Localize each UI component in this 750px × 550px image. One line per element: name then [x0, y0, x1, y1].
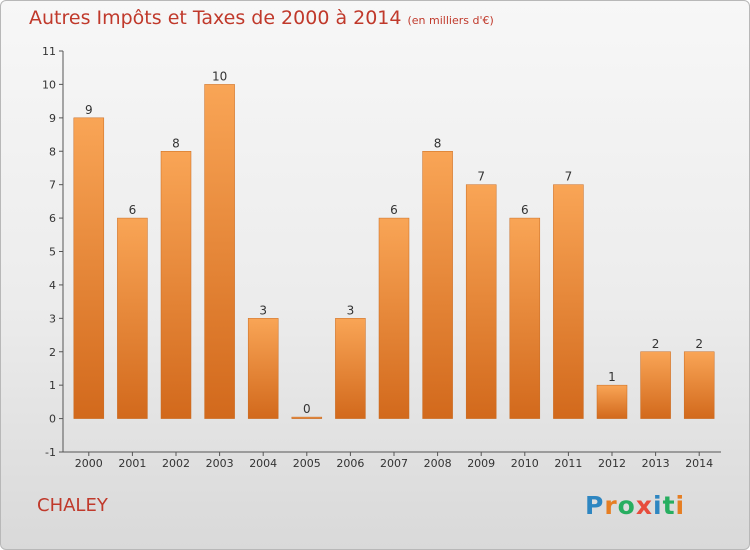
bar-value-label: 0: [303, 402, 311, 416]
bar-value-label: 10: [212, 69, 227, 83]
bar: [291, 416, 323, 419]
bar-value-label: 1: [608, 370, 616, 384]
bar: [160, 151, 192, 419]
x-tick-label: 2014: [685, 457, 713, 470]
logo-letter: i: [653, 491, 663, 520]
bar: [422, 151, 453, 419]
bar-value-label: 2: [695, 337, 703, 351]
y-tick-label: 3: [49, 312, 56, 325]
bar-value-label: 2: [652, 337, 660, 351]
logo-letter: P: [585, 491, 605, 520]
y-tick-label: 7: [49, 179, 56, 192]
commune-name: CHALEY: [37, 495, 108, 516]
bar-value-label: 9: [85, 103, 93, 117]
x-tick-label: 2004: [249, 457, 277, 470]
y-tick-label: 8: [49, 145, 56, 158]
bar: [683, 351, 715, 419]
bar-value-label: 6: [521, 203, 529, 217]
logo-letter: x: [635, 491, 653, 520]
bar: [204, 84, 235, 419]
x-tick-label: 2010: [511, 457, 539, 470]
bar: [553, 184, 584, 419]
x-tick-label: 2006: [336, 457, 364, 470]
bar-value-label: 8: [172, 136, 180, 150]
bar: [335, 318, 366, 419]
y-tick-label: 11: [42, 45, 56, 58]
bar-value-label: 7: [477, 170, 485, 184]
y-tick-label: 6: [49, 212, 56, 225]
bar-value-label: 3: [259, 303, 267, 317]
proxiti-logo: Proxiti: [585, 491, 685, 520]
x-tick-label: 2008: [424, 457, 452, 470]
bar-value-label: 6: [390, 203, 398, 217]
y-tick-label: -1: [45, 446, 56, 459]
bar: [596, 384, 628, 419]
x-tick-label: 2013: [642, 457, 670, 470]
x-tick-label: 2007: [380, 457, 408, 470]
x-tick-label: 2011: [554, 457, 582, 470]
y-tick-label: 2: [49, 346, 56, 359]
y-tick-label: 5: [49, 246, 56, 259]
y-tick-label: 9: [49, 112, 56, 125]
bar: [465, 184, 497, 419]
logo-letter: t: [662, 491, 676, 520]
x-tick-label: 2001: [118, 457, 146, 470]
bar: [640, 351, 671, 419]
logo-letter: r: [604, 491, 618, 520]
x-tick-label: 2005: [293, 457, 321, 470]
y-tick-label: 1: [49, 379, 56, 392]
bar: [378, 217, 410, 419]
chart-title-text: Autres Impôts et Taxes de 2000 à 2014: [29, 7, 402, 29]
bar: [509, 217, 541, 419]
bar: [73, 117, 105, 419]
y-tick-label: 10: [42, 78, 56, 91]
chart-subtitle: (en milliers d'€): [407, 14, 494, 27]
chart-title: Autres Impôts et Taxes de 2000 à 2014 (en…: [29, 7, 494, 29]
bar-value-label: 6: [129, 203, 137, 217]
bar: [247, 318, 279, 419]
x-tick-label: 2002: [162, 457, 190, 470]
logo-letter: i: [675, 491, 686, 520]
x-tick-label: 2000: [75, 457, 103, 470]
x-tick-label: 2003: [206, 457, 234, 470]
bar-value-label: 7: [565, 170, 573, 184]
y-tick-label: 0: [49, 413, 56, 426]
bar-value-label: 3: [347, 303, 355, 317]
y-tick-label: 4: [49, 279, 56, 292]
bar-value-label: 8: [434, 136, 442, 150]
logo-letter: o: [617, 491, 636, 520]
bar: [117, 217, 148, 419]
x-tick-label: 2009: [467, 457, 495, 470]
x-tick-label: 2012: [598, 457, 626, 470]
